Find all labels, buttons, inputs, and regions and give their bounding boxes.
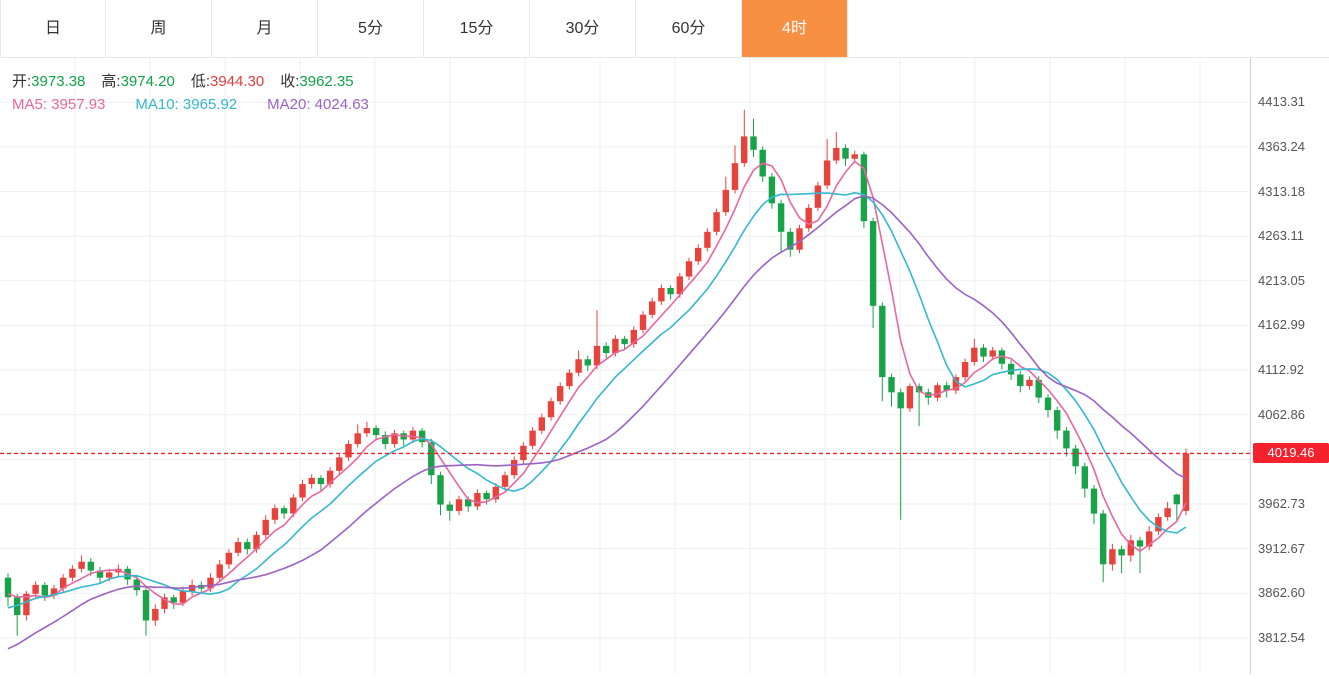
y-axis-label: 4313.18 [1258, 183, 1305, 199]
tab-5min[interactable]: 5分 [318, 0, 424, 57]
y-axis-label: 4263.11 [1258, 228, 1305, 244]
tab-day[interactable]: 日 [0, 0, 106, 57]
ohlc-high: 高:3974.20 [101, 73, 175, 90]
tab-30min[interactable]: 30分 [530, 0, 636, 57]
tab-week[interactable]: 周 [106, 0, 212, 57]
ma10-legend: MA10: 3965.92 [135, 96, 238, 113]
y-axis-label: 4112.92 [1258, 362, 1305, 378]
y-axis-label: 3812.54 [1258, 629, 1305, 645]
ohlc-close: 收:3962.35 [280, 73, 354, 90]
tab-60min[interactable]: 60分 [636, 0, 742, 57]
ohlc-low: 低:3944.30 [190, 73, 265, 90]
y-axis-label: 3862.60 [1258, 585, 1305, 601]
y-axis-label: 4062.86 [1258, 406, 1305, 422]
tab-month[interactable]: 月 [212, 0, 318, 57]
tab-4hour[interactable]: 4时 [742, 0, 848, 57]
y-axis-label: 3962.73 [1258, 496, 1305, 511]
ohlc-legend: 开:3973.38 高:3974.20 低:3944.30 收:3962.35 [12, 70, 370, 91]
candlestick-plot[interactable] [0, 58, 1250, 674]
tab-15min[interactable]: 15分 [424, 0, 530, 57]
y-axis-label: 3912.67 [1258, 540, 1305, 556]
ma-legend: MA5: 3957.93 MA10: 3965.92 MA20: 4024.63 [12, 96, 399, 113]
current-price-tag: 4019.46 [1253, 443, 1329, 464]
ma5-legend: MA5: 3957.93 [12, 96, 106, 113]
y-axis-label: 4413.31 [1258, 94, 1305, 110]
interval-tabbar: 日周月 5分 15分 30分 60分 4时 [0, 0, 1329, 58]
price-axis: 4019.46 4413.31 4363.24 4313.18 4263.11 4213… [1250, 58, 1329, 674]
y-axis-label: 4162.99 [1258, 317, 1305, 333]
ohlc-open: 开:3973.38 [12, 73, 86, 90]
y-axis-label: 4363.24 [1258, 138, 1305, 154]
y-axis-label: 4213.05 [1258, 272, 1305, 288]
ma20-legend: MA20: 4024.63 [267, 96, 369, 113]
chart-area: 开:3973.38 高:3974.20 低:3944.30 收:3962.35 MA5… [0, 58, 1329, 674]
